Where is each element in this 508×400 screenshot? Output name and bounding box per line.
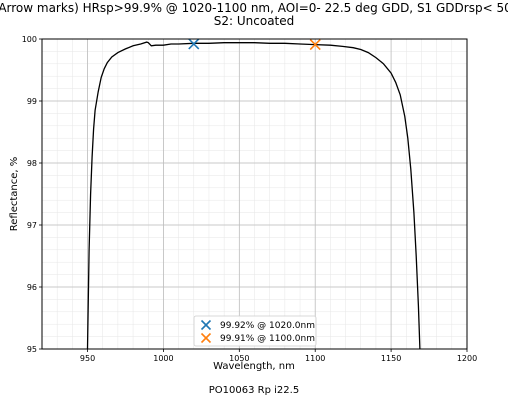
marker-1 <box>188 38 200 50</box>
x-tick-label: 1200 <box>457 354 477 363</box>
y-tick-label: 98 <box>27 159 37 168</box>
axis-ticks <box>39 38 468 352</box>
x-tick-label: 1000 <box>153 354 173 363</box>
y-axis-label: Reflectance, % <box>9 157 20 232</box>
y-tick-label: 97 <box>27 221 37 230</box>
legend-marker-1 <box>200 319 212 331</box>
y-tick-label: 100 <box>22 35 37 44</box>
x-tick-label: 1050 <box>229 354 249 363</box>
legend-marker-2 <box>200 332 212 344</box>
grid <box>41 38 468 350</box>
legend-entry-1: 99.92% @ 1020.0nm <box>220 321 315 331</box>
chart-title-line-1: S1:(Arrow marks) HRsp>99.9% @ 1020-1100 … <box>0 1 508 15</box>
y-tick-label: 96 <box>27 283 37 292</box>
x-tick-label: 1100 <box>305 354 325 363</box>
data-markers <box>188 38 321 51</box>
legend: 99.92% @ 1020.0nm 99.91% @ 1100.0nm <box>193 315 317 347</box>
legend-entry-2: 99.91% @ 1100.0nm <box>220 334 315 344</box>
y-tick-label: 99 <box>27 97 37 106</box>
tick-labels: 950 1000 1050 1100 1150 1200 95 96 97 98 99 100 <box>22 35 477 363</box>
marker-2 <box>309 39 321 51</box>
x-axis-label: Wavelength, nm <box>213 361 295 372</box>
footer-label: PO10063 Rp i22.5 <box>209 385 299 396</box>
chart-title-line-2: S2: Uncoated <box>214 14 295 28</box>
x-tick-label: 1150 <box>381 354 401 363</box>
x-tick-label: 950 <box>80 354 95 363</box>
legend-box <box>193 315 317 347</box>
plot-frame <box>41 38 468 350</box>
y-tick-label: 95 <box>27 345 37 354</box>
reflectance-curve <box>86 41 421 350</box>
